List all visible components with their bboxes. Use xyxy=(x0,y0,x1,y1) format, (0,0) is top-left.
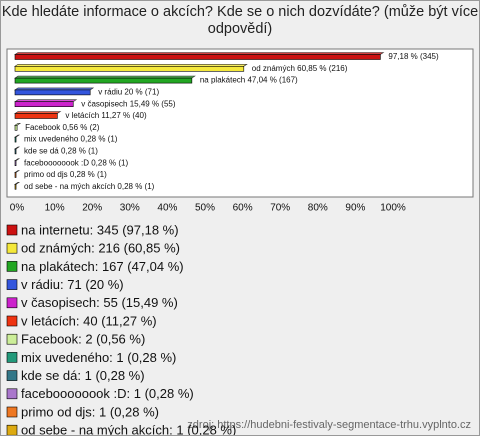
bar-top xyxy=(14,87,95,91)
legend-label: mix uvedeného: 1 (0,28 %) xyxy=(21,350,176,365)
bar xyxy=(14,160,17,166)
bar-top xyxy=(14,75,196,79)
legend-swatch xyxy=(6,424,18,435)
legend-swatch xyxy=(6,224,18,236)
x-tick-label: 0% xyxy=(10,203,25,214)
legend-swatch xyxy=(6,406,18,418)
legend-swatch xyxy=(6,352,18,363)
bar xyxy=(14,148,17,155)
bar-label: primo od djs 0,28 % (1) xyxy=(24,170,107,179)
bar-top xyxy=(14,63,248,67)
bar-label: od sebe - na mých akcích 0,28 % (1) xyxy=(24,182,155,191)
legend-swatch xyxy=(6,333,18,345)
legend-swatch xyxy=(6,297,18,309)
legend-swatch xyxy=(6,242,18,254)
source: zdroj: https://hudebni-festivaly-segment… xyxy=(187,419,471,431)
bar-label: od známých 60,85 % (216) xyxy=(252,64,348,73)
bar-label: kde se dá 0,28 % (1) xyxy=(24,147,98,156)
bar-label: v časopisech 15,49 % (55) xyxy=(81,99,176,108)
x-tick-label: 10% xyxy=(45,203,65,214)
legend-label: od sebe - na mých akcích: 1 (0,28 %) xyxy=(21,423,236,435)
x-tick-label: 100% xyxy=(380,203,406,214)
legend-label: v rádiu: 71 (20 %) xyxy=(21,277,124,292)
x-tick-label: 30% xyxy=(120,203,140,214)
bar xyxy=(14,113,58,119)
x-tick-label: 80% xyxy=(308,203,328,214)
x-tick-label: 50% xyxy=(195,203,215,214)
x-tick-label: 90% xyxy=(345,203,365,214)
legend-label: na plakátech: 167 (47,04 %) xyxy=(21,259,184,274)
legend-label: od známých: 216 (60,85 %) xyxy=(21,241,180,256)
bar-label: na plakátech 47,04 % (167) xyxy=(200,76,298,85)
bar-label: faceboooooook :D 0,28 % (1) xyxy=(24,158,128,167)
bar xyxy=(14,136,17,143)
bar xyxy=(14,125,18,131)
legend-swatch xyxy=(6,279,18,290)
x-tick-label: 40% xyxy=(157,203,177,214)
bar-top xyxy=(14,111,62,114)
bar-top xyxy=(14,99,78,102)
legend-swatch xyxy=(6,261,18,272)
bar xyxy=(14,54,381,60)
legend-label: primo od djs: 1 (0,28 %) xyxy=(21,404,159,419)
bar-label: 97,18 % (345) xyxy=(388,52,439,61)
bar-label: mix uvedeného 0,28 % (1) xyxy=(24,135,118,144)
legend-label: v časopisech: 55 (15,49 %) xyxy=(21,295,178,310)
bar-label: Facebook 0,56 % (2) xyxy=(25,123,100,132)
legend-swatch xyxy=(6,315,18,327)
bar xyxy=(14,89,91,96)
legend-label: Facebook: 2 (0,56 %) xyxy=(21,332,145,347)
bar xyxy=(14,101,74,107)
plot-area xyxy=(6,48,474,198)
x-tick-label: 20% xyxy=(82,203,102,214)
bar-label: v rádiu 20 % (71) xyxy=(98,88,159,97)
legend-swatch xyxy=(6,388,18,400)
legend-label: na internetu: 345 (97,18 %) xyxy=(21,222,179,237)
bar xyxy=(14,66,245,72)
bar xyxy=(14,172,17,178)
bar xyxy=(14,77,193,84)
chart-title: Kde hledáte informace o akcích? Kde se o… xyxy=(1,4,479,37)
legend-label: kde se dá: 1 (0,28 %) xyxy=(21,368,145,383)
x-tick-label: 60% xyxy=(233,203,253,214)
legend-swatch xyxy=(6,370,18,381)
legend-label: faceboooooook :D: 1 (0,28 %) xyxy=(21,386,194,401)
bar xyxy=(14,184,17,190)
x-tick-label: 70% xyxy=(270,203,290,214)
bar-label: v letácích 11,27 % (40) xyxy=(65,111,147,120)
legend-label: v letácích: 40 (11,27 %) xyxy=(21,313,157,328)
